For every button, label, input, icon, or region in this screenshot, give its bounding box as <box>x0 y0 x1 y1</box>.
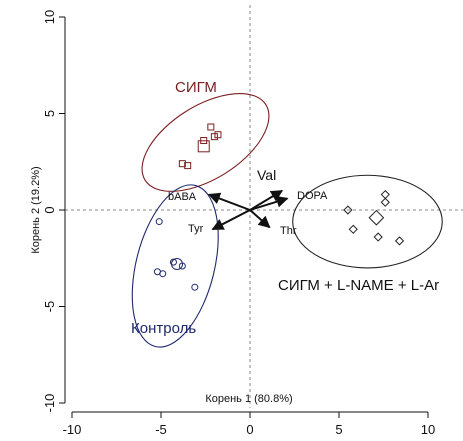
y-tick-label: 0 <box>42 206 57 213</box>
loading-label-baba: bABA <box>168 191 197 203</box>
data-point <box>380 189 390 200</box>
reference-lines <box>65 5 463 408</box>
data-point <box>373 232 383 242</box>
group-ellipse <box>141 93 270 192</box>
y-tick-label: 5 <box>42 110 57 117</box>
loading-arrow <box>249 209 271 229</box>
group-centroid <box>368 209 385 226</box>
data-point <box>184 162 192 170</box>
loading-label-thr: Thr <box>280 225 297 237</box>
x-tick-label: 5 <box>335 422 342 437</box>
group-ellipses <box>131 93 443 348</box>
data-point <box>191 283 199 291</box>
x-tick-label: -10 <box>63 422 82 437</box>
loading-label-tyr: Tyr <box>188 223 204 235</box>
loading-arrow <box>211 209 251 231</box>
data-point <box>155 218 163 226</box>
data-point <box>178 160 186 168</box>
loading-vectors <box>207 189 289 231</box>
loading-labels: Val DOPA Thr bABA Tyr <box>168 167 328 237</box>
data-point <box>214 131 222 139</box>
data-point <box>380 197 390 207</box>
x-axis-title: Корень 1 (80.8%) <box>205 393 292 405</box>
x-tick-label: 10 <box>421 422 435 437</box>
loading-arrow <box>207 192 251 211</box>
data-point <box>394 236 405 246</box>
group-centroid <box>197 140 210 153</box>
data-point <box>169 258 177 266</box>
group-ellipse <box>292 174 443 269</box>
data-point <box>159 270 167 278</box>
y-tick-label: 10 <box>42 10 57 24</box>
group-ellipse <box>131 184 219 348</box>
group-label-sigm-lname: СИГМ + L-NAME + L-Ar <box>278 277 439 294</box>
loading-arrow <box>249 189 284 211</box>
y-axis-title: Корень 2 (19.2%) <box>30 166 42 253</box>
loading-label-dopa: DOPA <box>297 190 328 202</box>
group-label-control: Контроль <box>131 320 196 337</box>
x-tick-label: -5 <box>155 422 167 437</box>
data-point <box>343 205 353 215</box>
data-point <box>210 133 218 141</box>
group-label-sigm: СИГМ <box>175 79 217 96</box>
loading-label-val: Val <box>257 167 276 183</box>
axes: -10 -5 0 5 10 -10 -5 0 5 10 <box>42 10 435 437</box>
data-point <box>207 123 215 131</box>
y-tick-label: -5 <box>42 301 57 313</box>
group-centroid <box>171 258 184 271</box>
data-points <box>153 123 405 291</box>
loading-arrow <box>249 195 289 211</box>
y-tick-label: -10 <box>42 394 57 413</box>
data-point <box>348 224 358 234</box>
x-tick-label: 0 <box>246 422 253 437</box>
